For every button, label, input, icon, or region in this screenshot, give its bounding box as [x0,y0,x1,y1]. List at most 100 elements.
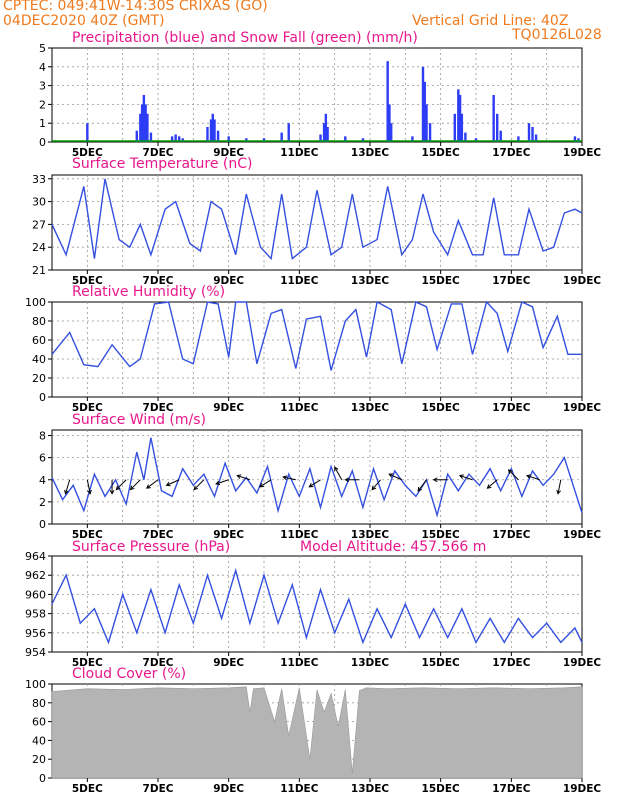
precip-xtick-label: 15DEC [422,147,461,159]
precip-bar [474,138,478,142]
wind-xtick-label: 7DEC [143,529,174,541]
pressure-xtick-label: 5DEC [72,657,103,669]
model-id: TQ0126L028 [512,27,602,43]
precip-bar [178,136,181,142]
cloud-xtick-label: 19DEC [563,783,602,795]
cloud-xtick-label: 5DEC [72,783,103,795]
humidity-ytick-label: 80 [32,315,46,328]
wind-xtick-label: 19DEC [563,529,602,541]
pressure-ytick-label: 956 [25,627,46,640]
pressure-line [51,567,583,645]
precip-frame [51,47,583,143]
precip-bar [287,123,290,142]
temperature-ytick-label: 24 [32,241,46,254]
temperature-ytick-label: 30 [32,196,46,209]
temperature-xtick-label: 9DEC [213,275,244,287]
precip-bar [227,136,230,142]
precip-bar [496,113,499,142]
temperature-panel: Surface Temperature (nC) 21 24 27 30 33 5DEC 7D… [32,156,601,287]
precip-bar [425,104,428,142]
precip-xtick-label: 9DEC [213,147,244,159]
wind-arrow-head [145,484,151,489]
vertical-grid-line-label: Vertical Grid Line: 40Z [412,13,569,29]
wind-arrow [371,479,381,490]
wind-arrow-head [417,486,422,492]
precip-xtick-label: 5DEC [72,147,103,159]
precip-bar [142,95,146,142]
precip-bar [386,61,389,142]
wind-arrow [417,479,427,492]
wind-xtick-label: 5DEC [72,529,103,541]
wind-xtick-label: 13DEC [351,529,390,541]
humidity-line [51,300,582,371]
humidity-xtick-label: 5DEC [72,402,103,414]
temperature-frame [51,174,583,271]
wind-arrow-head [486,484,492,489]
cloud-panel: Cloud Cover (%) 0 20 40 60 80 100 5DEC 7DEC 9DEC 1… [25,666,601,795]
wind-arrow [215,479,229,485]
pressure-ytick-label: 960 [25,588,46,601]
cloud-title: Cloud Cover (%) [72,666,186,682]
precip-bar [460,113,464,142]
precip-bar [181,138,184,142]
cloud-ytick-label: 20 [32,753,46,766]
wind-arrow [237,475,251,481]
wind-arrow-head [334,466,339,472]
cloud-ytick-label: 40 [32,734,46,747]
temperature-line [51,178,583,261]
humidity-panel: Relative Humidity (%) 0 20 40 60 80 100 5DEC 7DE… [25,284,601,414]
wind-arrow-head [308,483,314,488]
wind-ytick-label: 0 [39,518,46,531]
temperature-xtick-label: 15DEC [422,275,461,287]
wind-ytick-label: 2 [39,496,46,509]
precip-bar [280,132,283,142]
wind-arrow-head [236,474,242,479]
pressure-xtick-label: 7DEC [143,657,174,669]
pressure-title: Surface Pressure (hPa) [72,539,230,555]
wind-arrow [557,479,562,494]
wind-arrow-head [526,474,532,479]
pressure-panel: Surface Pressure (hPa) Model Altitude: 45… [25,539,601,669]
wind-title: Surface Wind (m/s) [72,412,206,428]
wind-arrow-head [282,475,288,480]
precip-xtick-label: 19DEC [563,147,602,159]
chart-header: CPTEC: 049:41W-14:30S CRIXAS (GO) 04DEC2… [0,0,618,48]
precip-bar [324,113,328,142]
precip-bar [245,138,248,142]
pressure-xtick-label: 9DEC [213,657,244,669]
wind-arrow [166,479,180,486]
precip-ytick-label: 5 [39,42,46,55]
cloud-xtick-label: 7DEC [143,783,174,795]
wind-arrow-head [507,469,513,474]
pressure-ytick-label: 954 [25,646,46,659]
humidity-ytick-label: 60 [32,334,46,347]
cloud-xtick-label: 9DEC [213,783,244,795]
humidity-xtick-label: 15DEC [422,402,461,414]
cloud-xtick-label: 17DEC [492,783,531,795]
precip-panel: Precipitation (blue) and Snow Fall (gree… [39,30,601,159]
precip-ytick-label: 3 [39,80,46,93]
cloud-xtick-label: 15DEC [422,783,461,795]
precip-bar [135,130,138,142]
humidity-title: Relative Humidity (%) [72,284,225,300]
humidity-ytick-label: 40 [32,353,46,366]
temperature-xtick-label: 13DEC [351,275,390,287]
wind-xtick-label: 15DEC [422,529,461,541]
humidity-xtick-label: 13DEC [351,402,390,414]
temperature-xtick-label: 11DEC [280,275,319,287]
wind-arrow [283,476,296,481]
humidity-ytick-label: 100 [25,296,46,309]
pressure-xtick-label: 13DEC [351,657,390,669]
wind-arrow-head [556,489,561,495]
temperature-xtick-label: 5DEC [72,275,103,287]
pressure-ytick-label: 962 [25,569,46,582]
precip-bar [319,134,322,142]
wind-arrow [487,479,498,489]
precip-bar [421,66,425,142]
wind-arrow [116,479,127,490]
precip-bar [139,113,142,142]
precip-bar [464,132,467,142]
precip-bar [531,126,534,142]
wind-arrow [193,479,205,490]
wind-arrow-head [115,485,121,491]
